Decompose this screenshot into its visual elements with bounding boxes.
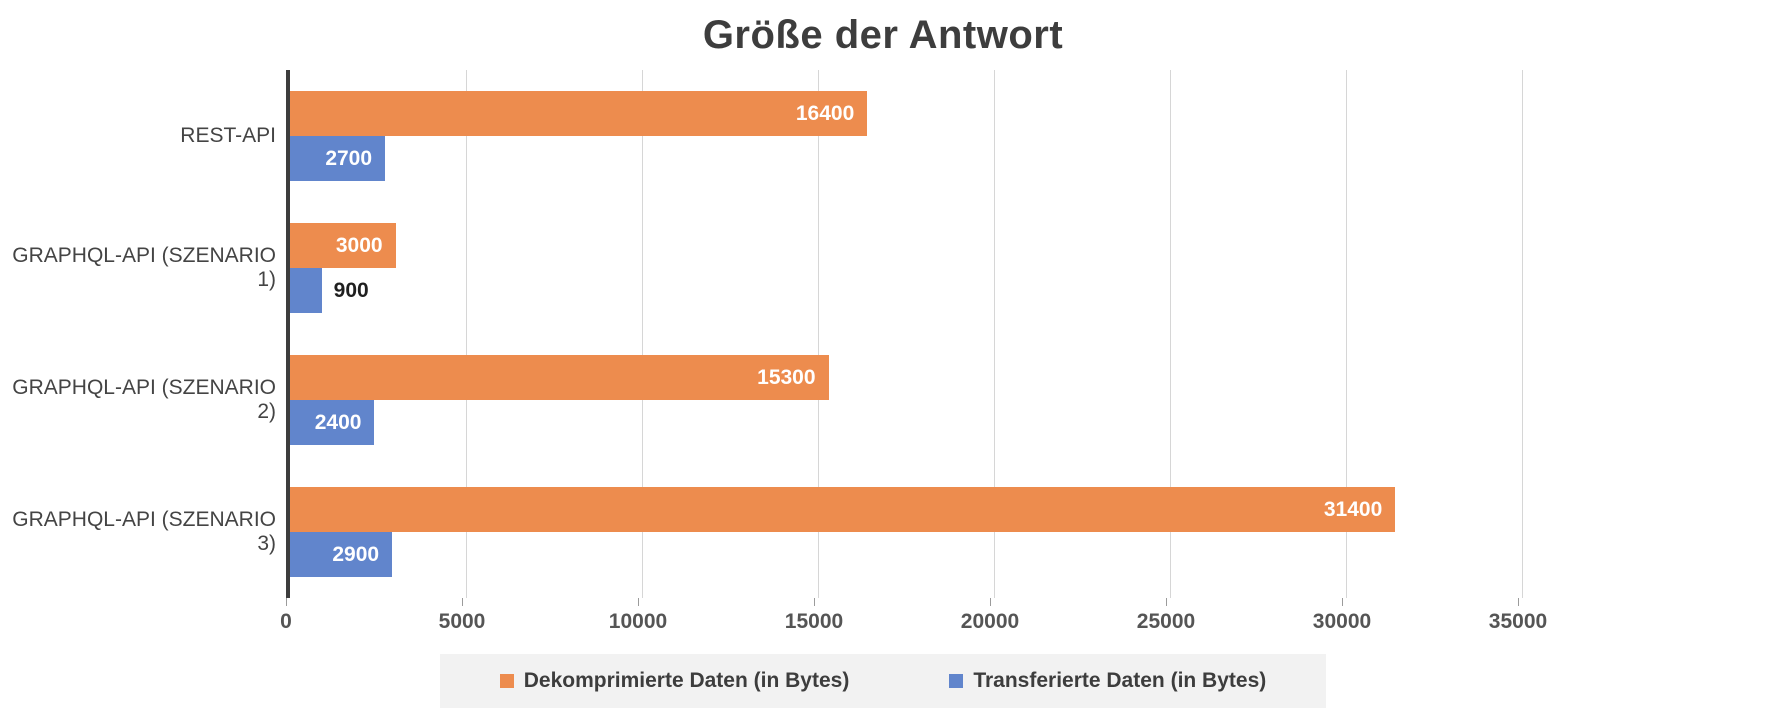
legend-swatch-icon [499,674,514,688]
bar-transferierte-daten: 900 [290,268,369,313]
legend-box: Dekomprimierte Daten (in Bytes) Transferi… [439,654,1327,708]
x-tick [1342,598,1343,606]
plot-area: 16400 2700 3000 900 15300 2400 31400 2900 [286,70,1523,598]
bar-value-label: 3000 [335,233,383,257]
legend-label: Dekomprimierte Daten (in Bytes) [523,669,850,692]
x-tick-label: 35000 [1488,610,1548,633]
category-label: REST-API [180,124,276,147]
bar-dekomprimierte-daten: 31400 [290,487,1396,532]
x-tick-label: 10000 [608,610,668,633]
bar-transferierte-daten: 2700 [290,136,386,181]
legend-swatch-icon [949,674,964,688]
x-tick [990,598,991,606]
gridline [1522,70,1523,598]
gridline [1346,70,1347,598]
bar-transferierte-daten: 2400 [290,400,375,445]
gridline [1170,70,1171,598]
bar-value-label: 15300 [757,365,816,389]
category-label: GRAPHQL-API (SZENARIO 3) [12,508,276,555]
x-tick [462,598,463,606]
x-tick-label: 25000 [1136,610,1196,633]
x-tick [638,598,639,606]
bar-dekomprimierte-daten: 3000 [290,223,396,268]
x-tick-label: 15000 [784,610,844,633]
category-label: GRAPHQL-API (SZENARIO 1) [12,244,276,291]
legend-item: Transferierte Daten (in Bytes) [949,669,1266,693]
bar-dekomprimierte-daten: 16400 [290,91,868,136]
x-tick-label: 5000 [438,610,486,633]
bar-group: 31400 2900 [290,466,1522,598]
gridline [818,70,819,598]
x-axis: 0 5000 10000 15000 20000 25000 30000 35000 [280,598,1547,642]
bar-value-label: 2700 [325,146,373,170]
x-tick [814,598,815,606]
legend-item: Dekomprimierte Daten (in Bytes) [499,669,850,693]
x-tick-label: 0 [280,610,292,633]
gridline [466,70,467,598]
bar-value-label: 16400 [795,101,855,125]
bar-dekomprimierte-daten: 15300 [290,355,829,400]
x-tick-label: 20000 [960,610,1020,633]
legend-label: Transferierte Daten (in Bytes) [973,669,1267,692]
legend: Dekomprimierte Daten (in Bytes) Transferi… [0,654,1766,708]
chart-title: Größe der Antwort [702,12,1064,57]
bar-group: 16400 2700 [290,70,1522,202]
bar-chart: REST-API GRAPHQL-API (SZENARIO 1) GRAPHQL-… [0,70,1766,598]
bar-value-label: 900 [333,278,369,302]
category-label: GRAPHQL-API (SZENARIO 2) [12,376,276,423]
bar-value-label: 31400 [1323,497,1383,521]
gridline [642,70,643,598]
bar-value-label: 2900 [332,542,380,566]
bar-transferierte-daten: 2900 [290,532,393,577]
bar-group: 15300 2400 [290,334,1522,466]
bar-group: 3000 900 [290,202,1522,334]
gridline [994,70,995,598]
x-tick-label: 30000 [1312,610,1372,633]
category-axis: REST-API GRAPHQL-API (SZENARIO 1) GRAPHQL-… [0,70,286,598]
x-tick [286,598,287,606]
x-tick [1166,598,1167,606]
x-tick [1518,598,1519,606]
bar-value-label: 2400 [314,410,362,434]
